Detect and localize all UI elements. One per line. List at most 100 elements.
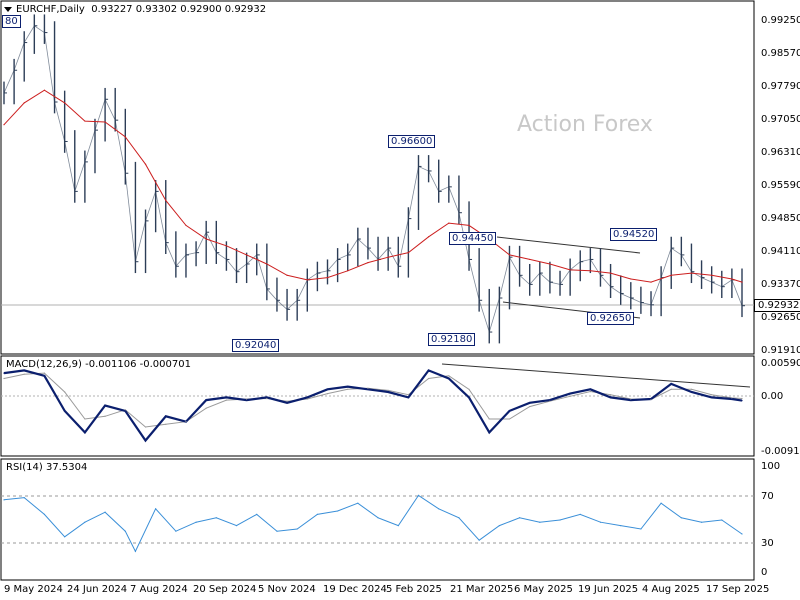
ma-point: [306, 279, 308, 281]
x-tick-label: 6 May 2025: [514, 584, 573, 595]
macd-point: [529, 402, 531, 404]
rsi-point: [215, 517, 217, 519]
ma-point: [508, 254, 511, 256]
ma-point: [711, 274, 713, 276]
ma-point: [64, 102, 66, 104]
rsi-point: [337, 510, 339, 512]
rsi-point: [296, 528, 298, 530]
macd-point: [43, 375, 46, 377]
macd-point: [711, 396, 713, 398]
macd-y-tick-label: -0.009175: [761, 446, 800, 457]
x-tick-label: 4 Aug 2025: [642, 584, 700, 595]
signal-point: [205, 407, 207, 409]
ma-point: [407, 252, 409, 254]
x-tick-label: 24 Jun 2024: [67, 584, 128, 595]
macd-point: [407, 396, 409, 398]
rsi-point: [721, 519, 723, 521]
x-tick-label: 19 Jun 2025: [578, 584, 639, 595]
macd-point: [387, 391, 389, 393]
macd-point: [468, 396, 470, 398]
signal-point: [84, 418, 86, 420]
ma-point: [549, 263, 551, 265]
x-tick-label: 7 Aug 2024: [130, 584, 188, 595]
rsi-point: [417, 494, 420, 496]
rsi-point: [377, 517, 379, 519]
rsi-point: [397, 525, 399, 527]
signal-point: [43, 372, 46, 374]
signal-point: [508, 418, 511, 420]
annotation-tag: 80: [2, 15, 21, 28]
rsi-point: [104, 511, 106, 513]
x-tick-label: 20 Sep 2024: [193, 584, 257, 595]
rsi-point: [478, 539, 480, 541]
signal-point: [225, 399, 228, 401]
signal-point: [711, 394, 713, 396]
rsi-point: [640, 528, 642, 530]
signal-point: [529, 405, 531, 408]
x-tick-label: 19 Dec 2024: [323, 584, 387, 595]
rsi-line: [3, 494, 743, 553]
macd-point: [428, 369, 430, 372]
last-price-box: 0.92932: [754, 299, 800, 312]
signal-point: [690, 388, 693, 390]
macd-point: [246, 399, 248, 401]
signal-point: [104, 415, 106, 417]
y-tick-label: 0.99250: [761, 15, 800, 26]
rsi-point: [155, 508, 157, 510]
macd-point: [64, 410, 66, 412]
rsi-y-tick-label: 30: [761, 538, 774, 549]
price-panel-frame: [0, 0, 755, 355]
signal-point: [124, 409, 126, 411]
signal-point: [185, 421, 187, 423]
signal-point: [448, 375, 450, 377]
ma-point: [84, 120, 86, 122]
signal-point: [64, 391, 66, 393]
signal-point: [347, 388, 349, 390]
macd-point: [731, 398, 733, 400]
ma-point: [43, 89, 46, 91]
signal-point: [670, 388, 672, 390]
ma-point: [741, 281, 743, 283]
macd-point: [23, 369, 25, 372]
rsi-point: [134, 550, 137, 552]
signal-point: [326, 393, 329, 395]
annotation-tag: 0.92650: [587, 312, 635, 325]
signal-point: [286, 400, 288, 402]
macd-point: [225, 396, 228, 398]
macd-point: [165, 415, 167, 417]
y-tick-label: 0.94110: [761, 246, 800, 257]
ma-point: [428, 236, 430, 238]
macd-point: [104, 404, 106, 407]
rsi-point: [175, 530, 177, 532]
ma-point: [3, 124, 5, 126]
macd-y-tick-label: 0.00: [761, 391, 784, 402]
ma-point: [731, 278, 733, 280]
macd-point: [347, 386, 349, 388]
ma-point: [23, 102, 25, 104]
signal-point: [589, 390, 591, 393]
x-tick-label: 5 Nov 2024: [258, 584, 316, 595]
ma-point: [609, 272, 612, 274]
y-tick-label: 0.95590: [761, 180, 800, 191]
macd-point: [508, 410, 511, 412]
macd-point: [144, 439, 147, 442]
dropdown-arrow-icon[interactable]: [4, 6, 12, 12]
macd-point: [84, 431, 86, 434]
rsi-point: [124, 530, 126, 532]
y-tick-label: 0.98570: [761, 48, 800, 59]
rsi-point: [64, 536, 66, 538]
macd-point: [205, 399, 207, 401]
signal-point: [488, 418, 490, 420]
y-tick-label: 0.91910: [761, 345, 800, 356]
ma-point: [144, 163, 147, 165]
y-tick-label: 0.97790: [761, 81, 800, 92]
ma-point: [326, 276, 329, 279]
rsi-point: [660, 502, 662, 504]
rsi-y-tick-label: 0: [761, 567, 768, 578]
price-close-line: [3, 25, 743, 334]
macd-line: [3, 369, 743, 443]
ma-point: [387, 256, 389, 258]
macd-trendline: [441, 363, 751, 388]
watermark: Action Forex: [517, 112, 653, 137]
